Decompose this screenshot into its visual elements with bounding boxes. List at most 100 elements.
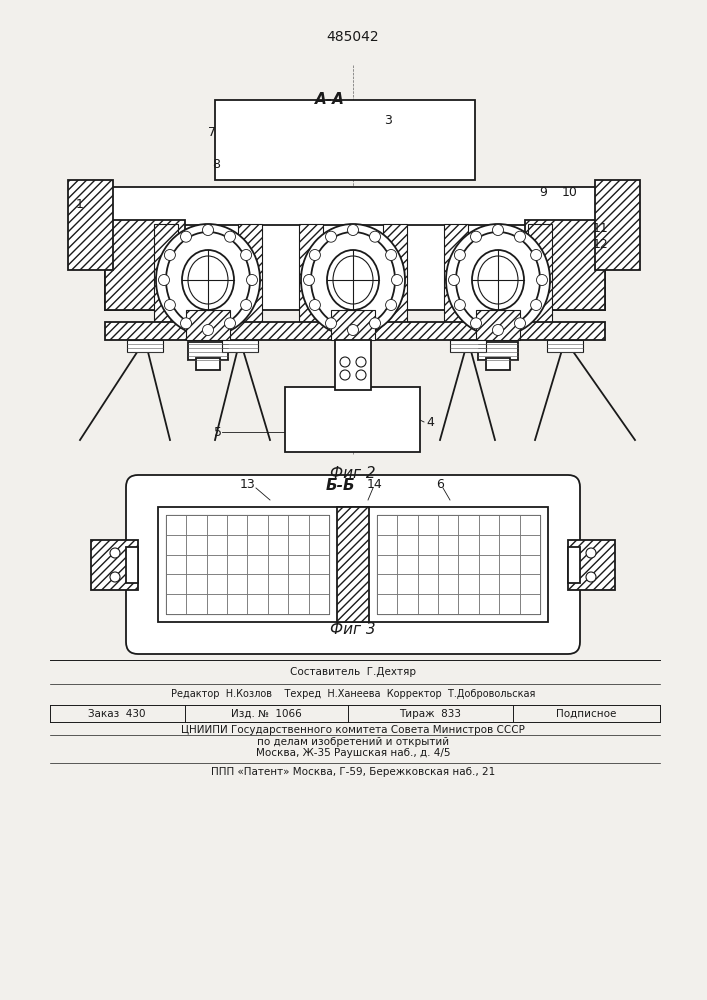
Bar bbox=[105, 220, 185, 310]
Ellipse shape bbox=[340, 370, 350, 380]
Bar bbox=[337, 507, 369, 622]
Bar bbox=[268, 574, 288, 594]
Ellipse shape bbox=[472, 250, 524, 310]
Ellipse shape bbox=[531, 300, 542, 310]
Bar bbox=[478, 342, 518, 360]
Ellipse shape bbox=[327, 250, 379, 310]
Ellipse shape bbox=[531, 249, 542, 260]
Bar bbox=[309, 515, 329, 535]
Text: Редактор  Н.Козлов    Техред  Н.Ханеева  Корректор  Т.Добровольская: Редактор Н.Козлов Техред Н.Ханеева Корре… bbox=[171, 689, 535, 699]
Bar bbox=[377, 574, 397, 594]
Bar bbox=[187, 574, 206, 594]
Bar bbox=[206, 555, 227, 574]
Ellipse shape bbox=[446, 224, 550, 336]
Ellipse shape bbox=[110, 548, 120, 558]
Bar bbox=[499, 574, 520, 594]
Bar bbox=[166, 555, 187, 574]
FancyBboxPatch shape bbox=[126, 475, 580, 654]
Ellipse shape bbox=[325, 318, 337, 329]
Bar bbox=[206, 594, 227, 614]
Bar bbox=[288, 555, 309, 574]
Bar bbox=[397, 535, 418, 555]
Text: 11: 11 bbox=[593, 222, 609, 234]
Bar bbox=[187, 535, 206, 555]
Bar bbox=[520, 574, 540, 594]
Bar bbox=[438, 515, 459, 535]
Ellipse shape bbox=[310, 300, 320, 310]
Bar bbox=[215, 100, 475, 180]
Bar bbox=[476, 310, 520, 340]
Bar bbox=[247, 555, 268, 574]
Bar bbox=[288, 594, 309, 614]
Bar bbox=[335, 340, 371, 390]
Ellipse shape bbox=[180, 231, 192, 242]
Bar bbox=[459, 515, 479, 535]
Ellipse shape bbox=[202, 324, 214, 336]
Bar bbox=[377, 515, 397, 535]
Ellipse shape bbox=[165, 249, 175, 260]
Ellipse shape bbox=[455, 249, 465, 260]
Bar bbox=[479, 594, 499, 614]
Bar bbox=[158, 507, 548, 622]
Bar bbox=[418, 574, 438, 594]
Ellipse shape bbox=[240, 300, 252, 310]
Bar bbox=[227, 574, 247, 594]
Bar bbox=[288, 515, 309, 535]
Bar bbox=[479, 515, 499, 535]
Ellipse shape bbox=[225, 318, 235, 329]
Text: Тираж  833: Тираж 833 bbox=[399, 709, 461, 719]
Text: 3: 3 bbox=[384, 113, 392, 126]
Bar bbox=[377, 594, 397, 614]
Text: ЦНИИПИ Государственного комитета Совета Министров СССР: ЦНИИПИ Государственного комитета Совета … bbox=[181, 725, 525, 735]
Bar bbox=[479, 555, 499, 574]
Ellipse shape bbox=[202, 225, 214, 235]
Bar bbox=[377, 555, 397, 574]
Bar bbox=[268, 555, 288, 574]
Bar bbox=[166, 515, 329, 614]
Bar bbox=[479, 535, 499, 555]
Bar bbox=[105, 220, 605, 310]
Bar bbox=[288, 574, 309, 594]
Ellipse shape bbox=[586, 548, 596, 558]
Bar bbox=[418, 555, 438, 574]
Bar bbox=[268, 515, 288, 535]
Text: 6: 6 bbox=[436, 479, 444, 491]
Ellipse shape bbox=[470, 318, 481, 329]
Bar bbox=[188, 342, 228, 360]
Text: Подписное: Подписное bbox=[556, 709, 617, 719]
Bar bbox=[247, 515, 268, 535]
Bar bbox=[499, 535, 520, 555]
Text: Заказ  430: Заказ 430 bbox=[88, 709, 146, 719]
Bar bbox=[520, 555, 540, 574]
Bar bbox=[309, 535, 329, 555]
Text: 5: 5 bbox=[214, 426, 222, 438]
Bar bbox=[68, 180, 113, 270]
Bar bbox=[227, 515, 247, 535]
Ellipse shape bbox=[515, 318, 525, 329]
Ellipse shape bbox=[493, 225, 503, 235]
Ellipse shape bbox=[385, 249, 397, 260]
Ellipse shape bbox=[470, 231, 481, 242]
Bar bbox=[187, 515, 206, 535]
Bar bbox=[187, 555, 206, 574]
Ellipse shape bbox=[478, 256, 518, 304]
Ellipse shape bbox=[455, 300, 465, 310]
Ellipse shape bbox=[370, 318, 380, 329]
Bar bbox=[438, 574, 459, 594]
Text: 10: 10 bbox=[562, 186, 578, 198]
Bar bbox=[486, 358, 510, 370]
Bar bbox=[247, 574, 268, 594]
Bar bbox=[166, 574, 187, 594]
Ellipse shape bbox=[180, 318, 192, 329]
Bar bbox=[268, 535, 288, 555]
Ellipse shape bbox=[348, 324, 358, 336]
Text: 13: 13 bbox=[240, 479, 256, 491]
Text: Составитель  Г.Дехтяр: Составитель Г.Дехтяр bbox=[290, 667, 416, 677]
Bar bbox=[377, 535, 397, 555]
Ellipse shape bbox=[448, 274, 460, 286]
Bar bbox=[528, 224, 552, 336]
Text: 9: 9 bbox=[539, 186, 547, 198]
Bar bbox=[285, 387, 420, 452]
Text: 14: 14 bbox=[367, 479, 383, 491]
Ellipse shape bbox=[493, 324, 503, 336]
